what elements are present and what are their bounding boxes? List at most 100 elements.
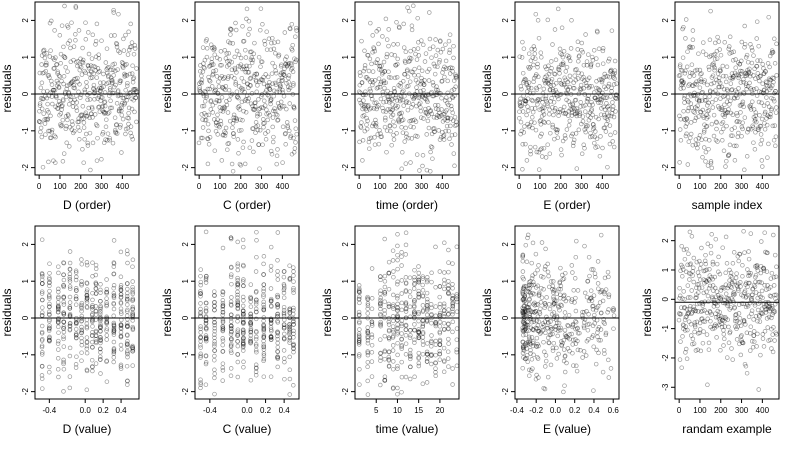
data-point bbox=[541, 86, 547, 92]
data-point bbox=[205, 136, 210, 141]
data-point bbox=[240, 145, 246, 150]
data-point bbox=[211, 68, 216, 74]
data-point bbox=[368, 20, 373, 26]
data-point bbox=[742, 45, 747, 50]
data-point bbox=[91, 63, 96, 69]
data-point bbox=[595, 144, 600, 149]
data-point bbox=[435, 88, 441, 93]
data-point bbox=[722, 112, 728, 117]
data-point bbox=[280, 78, 286, 83]
data-point bbox=[253, 336, 259, 342]
data-point bbox=[752, 118, 758, 124]
data-point bbox=[543, 96, 548, 102]
data-point bbox=[61, 312, 67, 317]
data-point bbox=[133, 95, 138, 100]
data-point bbox=[411, 3, 416, 9]
data-point bbox=[84, 304, 90, 309]
data-point bbox=[689, 62, 695, 67]
data-point bbox=[219, 62, 224, 68]
data-point bbox=[540, 90, 546, 96]
data-point bbox=[609, 111, 615, 116]
data-point bbox=[203, 315, 209, 320]
data-point bbox=[690, 336, 696, 342]
data-point bbox=[255, 111, 260, 117]
data-point bbox=[762, 230, 767, 235]
data-point bbox=[73, 302, 79, 307]
data-point bbox=[220, 318, 226, 324]
data-point bbox=[375, 85, 381, 90]
data-point bbox=[560, 54, 566, 60]
data-point bbox=[358, 90, 363, 96]
y-tick-label: 1 bbox=[21, 278, 30, 283]
data-point bbox=[396, 117, 401, 122]
x-tick-label: 300 bbox=[95, 182, 109, 191]
data-point bbox=[203, 320, 209, 326]
data-point bbox=[275, 356, 281, 361]
data-point bbox=[288, 133, 294, 139]
data-point bbox=[401, 103, 406, 108]
data-point bbox=[212, 357, 217, 363]
data-point bbox=[556, 351, 561, 357]
data-point bbox=[198, 306, 203, 312]
data-point bbox=[386, 100, 392, 105]
data-point bbox=[75, 124, 81, 130]
data-point bbox=[561, 389, 566, 395]
data-point bbox=[50, 87, 56, 93]
data-point bbox=[405, 74, 411, 80]
data-point bbox=[204, 338, 209, 344]
data-point bbox=[282, 30, 288, 35]
data-point bbox=[213, 128, 219, 134]
data-point bbox=[261, 121, 266, 126]
y-axis-title: residuals bbox=[0, 64, 14, 112]
data-point bbox=[281, 274, 287, 280]
data-point bbox=[394, 20, 399, 25]
data-point bbox=[83, 110, 89, 116]
data-point bbox=[369, 266, 375, 271]
data-point bbox=[119, 112, 125, 118]
data-point bbox=[205, 161, 211, 167]
data-point bbox=[119, 150, 124, 155]
data-point bbox=[399, 125, 404, 130]
data-point bbox=[581, 349, 587, 354]
data-point bbox=[235, 239, 240, 245]
data-point bbox=[759, 116, 765, 122]
data-point bbox=[747, 105, 753, 110]
data-point bbox=[118, 274, 124, 280]
data-point bbox=[721, 126, 726, 132]
data-point bbox=[428, 169, 433, 174]
data-point bbox=[118, 249, 124, 255]
data-point bbox=[263, 137, 269, 142]
data-point bbox=[220, 312, 225, 318]
data-point bbox=[88, 63, 94, 68]
data-point bbox=[111, 346, 117, 351]
data-point bbox=[116, 108, 122, 114]
data-point bbox=[281, 295, 287, 300]
data-point bbox=[271, 108, 276, 114]
data-point bbox=[609, 85, 614, 91]
data-point bbox=[111, 355, 117, 360]
data-point bbox=[416, 95, 421, 101]
data-point bbox=[273, 70, 279, 76]
data-point bbox=[125, 378, 130, 384]
data-point bbox=[397, 111, 403, 116]
data-point bbox=[386, 27, 391, 32]
data-point bbox=[134, 119, 139, 125]
data-point bbox=[47, 301, 52, 307]
data-point bbox=[603, 86, 609, 92]
data-point bbox=[704, 112, 710, 117]
data-point bbox=[433, 304, 438, 309]
data-point bbox=[40, 70, 45, 76]
data-point bbox=[234, 118, 239, 124]
data-point bbox=[530, 55, 536, 60]
data-point bbox=[608, 67, 614, 73]
data-point bbox=[235, 282, 241, 288]
data-point bbox=[69, 20, 74, 25]
data-point bbox=[230, 41, 236, 46]
data-point bbox=[284, 64, 290, 69]
data-point bbox=[77, 63, 83, 68]
data-point bbox=[132, 87, 138, 93]
data-point bbox=[73, 76, 78, 82]
data-point bbox=[717, 80, 723, 86]
